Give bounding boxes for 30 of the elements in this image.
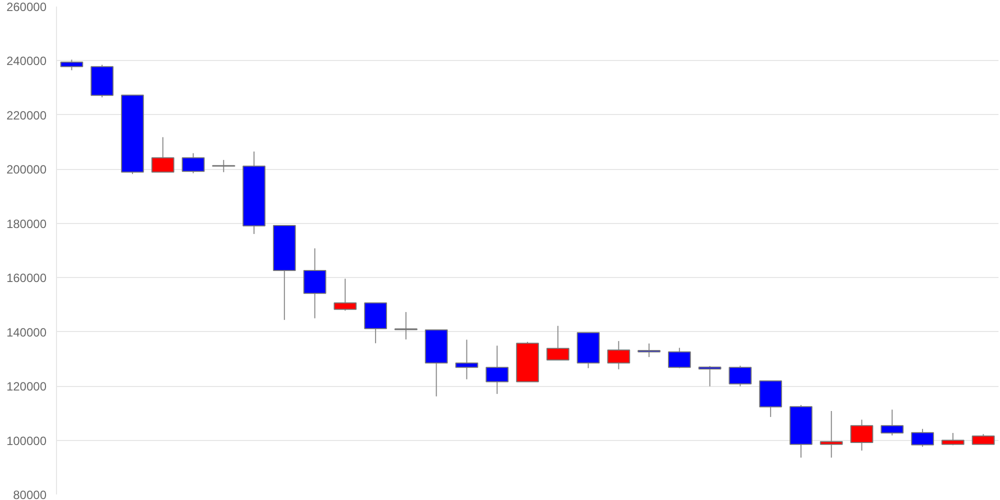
candlestick <box>972 434 995 445</box>
candlestick <box>212 159 236 173</box>
candlestick <box>455 339 478 380</box>
candlestick <box>941 432 964 446</box>
candlestick <box>638 342 660 358</box>
candlestick <box>911 428 934 448</box>
y-tick-label: 140000 <box>6 325 47 340</box>
candlestick <box>880 409 904 436</box>
candlestick <box>607 340 630 370</box>
candlestick <box>546 325 570 361</box>
candlestick <box>303 248 326 319</box>
candlestick <box>151 136 174 173</box>
y-tick-label: 100000 <box>6 434 47 448</box>
candlestick <box>486 345 509 394</box>
candlestick <box>60 59 84 71</box>
y-tick-label: 120000 <box>6 380 47 394</box>
candlestick <box>334 278 357 312</box>
y-tick-label: 80000 <box>13 488 47 500</box>
y-tick-label: 180000 <box>6 216 47 231</box>
y-tick-label: 200000 <box>6 162 47 177</box>
candlestick <box>668 347 691 369</box>
candlestick <box>182 152 205 174</box>
y-tick-label: 220000 <box>6 108 47 122</box>
y-tick-label: 240000 <box>6 54 47 68</box>
y-tick-label: 160000 <box>6 271 47 286</box>
candlestick <box>728 365 752 387</box>
candlestick <box>820 410 843 458</box>
candlestick <box>850 419 874 452</box>
y-tick-label: 260000 <box>6 0 47 14</box>
candlestick <box>698 365 722 387</box>
